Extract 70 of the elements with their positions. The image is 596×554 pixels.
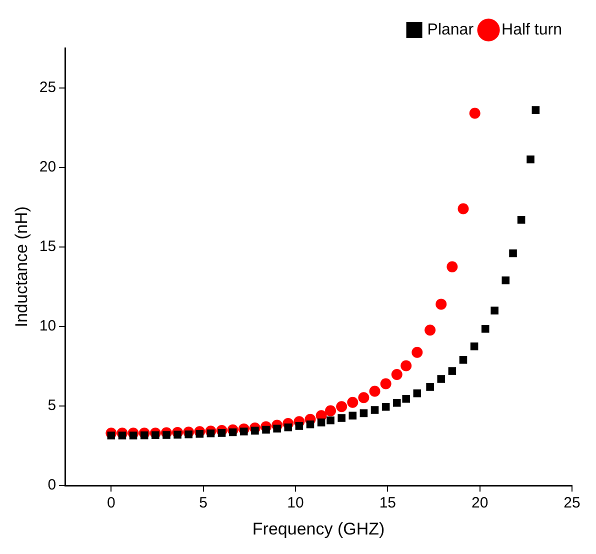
point [459, 356, 468, 364]
x-tick-label: 5 [199, 494, 208, 512]
point [458, 203, 469, 214]
point [400, 360, 412, 372]
point [325, 405, 336, 416]
y-tick-label: 5 [48, 397, 56, 414]
point [206, 430, 215, 438]
legend-label: Half turn [502, 21, 562, 38]
point [392, 398, 401, 407]
point [184, 430, 192, 438]
point [481, 324, 490, 333]
x-axis-title: Frequency (GHZ) [252, 519, 385, 538]
point [413, 389, 422, 398]
point [502, 276, 510, 284]
y-tick-label: 20 [39, 158, 56, 176]
y-axis-title: Inductance (nH) [12, 206, 31, 328]
point [402, 394, 410, 403]
point [360, 409, 368, 418]
point [490, 306, 498, 314]
point [412, 346, 423, 358]
point [306, 420, 314, 428]
point [436, 298, 447, 310]
x-tick-label: 10 [287, 494, 304, 512]
point [338, 414, 346, 422]
point [532, 106, 540, 114]
y-tick-label: 10 [39, 318, 56, 335]
point [526, 156, 534, 164]
point [448, 367, 456, 375]
point [437, 375, 446, 383]
point [284, 423, 292, 432]
point [382, 402, 390, 411]
point [317, 418, 326, 426]
point [336, 401, 348, 412]
point [107, 432, 116, 440]
point [118, 432, 126, 440]
y-tick-label: 0 [48, 476, 56, 494]
y-tick-label: 25 [39, 78, 56, 96]
point [426, 383, 434, 391]
point [162, 431, 170, 439]
point [369, 386, 380, 397]
point [391, 369, 402, 380]
point [196, 430, 204, 438]
point [509, 249, 517, 258]
point [295, 422, 304, 430]
point [347, 396, 358, 408]
point [152, 431, 160, 440]
point [273, 424, 281, 433]
point [469, 108, 480, 119]
point [446, 261, 458, 272]
point [358, 392, 370, 404]
point [228, 428, 237, 436]
point [348, 412, 357, 420]
point [517, 216, 526, 224]
point [370, 406, 379, 414]
point [140, 431, 148, 440]
x-tick-label: 0 [106, 494, 116, 512]
point [129, 432, 138, 440]
point [380, 378, 392, 390]
legend-label: Planar [427, 21, 474, 38]
point [218, 429, 226, 437]
x-tick-label: 15 [379, 494, 396, 512]
point [251, 426, 259, 435]
y-tick-label: 15 [39, 238, 56, 256]
point [470, 342, 478, 350]
point [174, 430, 182, 439]
point [326, 416, 334, 424]
point [424, 324, 436, 336]
point [262, 426, 270, 434]
x-tick-label: 20 [471, 494, 488, 512]
x-tick-label: 25 [564, 494, 580, 512]
